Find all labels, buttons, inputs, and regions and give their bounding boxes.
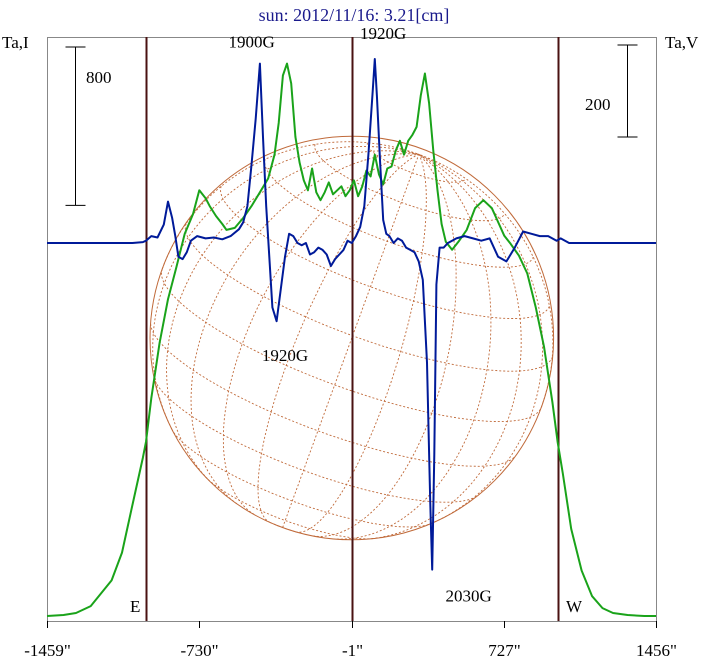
longitude-line [295, 154, 427, 533]
longitude-line [418, 153, 544, 525]
longitude-line [312, 153, 457, 537]
latitude-line [150, 323, 516, 467]
limb-lines [145, 37, 560, 621]
longitude-line [190, 153, 419, 505]
left-scale-label: 800 [86, 68, 112, 87]
chart-title: sun: 2012/11/16: 3.21[cm] [259, 5, 450, 25]
longitude-line [257, 153, 420, 523]
left-axis-label: Ta,I [2, 33, 29, 52]
stokes-i-line [46, 62, 656, 617]
longitude-line [332, 153, 492, 540]
latitude-line [264, 159, 534, 268]
right-scale-label: 200 [585, 95, 611, 114]
annotation-label: 1920G [262, 346, 308, 365]
longitude-line [222, 153, 419, 515]
x-tick-label: 1456" [636, 641, 677, 660]
stokes-v-line [47, 58, 656, 571]
latitude-line [314, 144, 506, 222]
x-axis: -1459" -730" -1" 727" 1456" [24, 621, 677, 660]
east-limb-label: E [130, 597, 140, 616]
annotation-label: 1900G [228, 33, 274, 52]
x-tick-label: -730" [180, 641, 218, 660]
series-group [46, 58, 656, 617]
right-axis-label: Ta,V [665, 33, 699, 52]
longitude-line [371, 153, 522, 540]
west-limb-label: W [566, 597, 583, 616]
latitude-line [171, 428, 431, 528]
x-tick-label: -1459" [24, 641, 71, 660]
longitude-line [152, 145, 420, 430]
x-tick-label: 727" [488, 641, 520, 660]
longitude-line [166, 150, 419, 480]
longitude-line [282, 154, 420, 528]
x-tick-label: -1" [342, 641, 363, 660]
annotation-label: 1920G [360, 24, 406, 43]
latitude-line [366, 142, 467, 183]
annotation-label: 2030G [445, 587, 491, 606]
scale-bars: 800 200 [65, 44, 638, 206]
latitude-line [161, 268, 542, 423]
annotations: 1900G 1920G 1920G 2030G [228, 24, 491, 606]
